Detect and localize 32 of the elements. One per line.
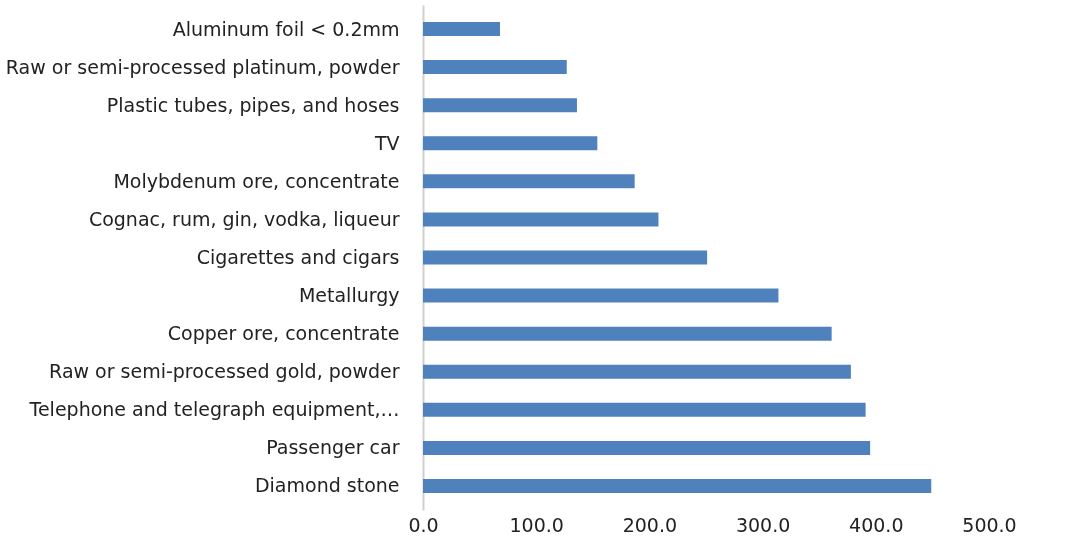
y-tick-label: Metallurgy <box>298 284 400 307</box>
y-tick-label: Raw or semi-processed gold, powder <box>49 360 400 383</box>
bar <box>423 60 567 75</box>
y-tick-label: Diamond stone <box>254 474 400 497</box>
bar <box>423 364 851 379</box>
bar <box>423 22 500 37</box>
y-tick-label: Raw or semi-processed platinum, powder <box>5 55 400 78</box>
y-tick-label: Plastic tubes, pipes, and hoses <box>106 93 400 116</box>
y-tick-label: Molybdenum ore, concentrate <box>113 169 400 192</box>
bar <box>423 288 779 303</box>
bar <box>423 212 659 227</box>
y-tick-label: Telephone and telegraph equipment,… <box>28 398 400 421</box>
x-tick-label: 500.0 <box>962 513 1017 536</box>
bar <box>423 440 871 455</box>
bar <box>423 402 866 417</box>
bar <box>423 250 708 265</box>
x-tick-label: 200.0 <box>622 513 678 536</box>
bar <box>423 478 932 493</box>
y-tick-label: Passenger car <box>266 436 400 459</box>
bar <box>423 174 635 189</box>
x-tick-label: 400.0 <box>849 513 904 536</box>
bar <box>423 136 598 151</box>
y-tick-label: Copper ore, concentrate <box>167 322 400 345</box>
x-tick-label: 0.0 <box>408 513 439 536</box>
bar <box>423 326 832 341</box>
y-tick-label: TV <box>373 131 400 154</box>
y-tick-label: Cognac, rum, gin, vodka, liqueur <box>88 207 400 230</box>
x-tick-label: 300.0 <box>735 513 791 536</box>
y-tick-label: Aluminum foil < 0.2mm <box>172 17 400 40</box>
y-tick-label: Cigarettes and cigars <box>196 246 400 268</box>
x-tick-label: 100.0 <box>509 513 564 536</box>
bar <box>423 98 577 113</box>
